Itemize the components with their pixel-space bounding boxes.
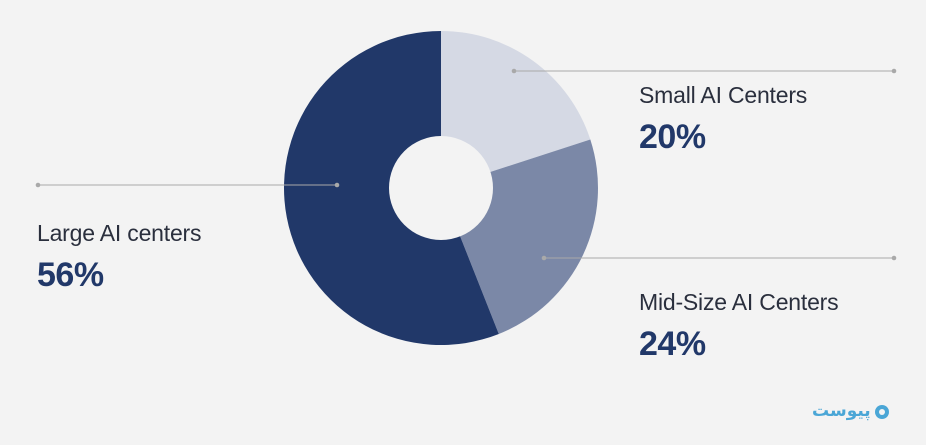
watermark-text: پیوست	[812, 401, 871, 421]
percent-mid-size-ai-centers: 24%	[639, 325, 706, 363]
watermark-logo: پیوست	[812, 403, 889, 420]
label-large-ai-centers: Large AI centers	[37, 220, 202, 246]
leader-line-small-dot-2	[891, 68, 897, 74]
label-mid-size-ai-centers: Mid-Size AI Centers	[639, 289, 839, 315]
circle-logo-icon	[874, 404, 889, 419]
percent-large-ai-centers: 56%	[37, 256, 104, 294]
label-small-ai-centers: Small AI Centers	[639, 82, 808, 108]
leader-line-small-dot-1	[511, 68, 517, 74]
leader-line-large-dot-2	[334, 182, 340, 188]
leader-line-large-dot-1	[35, 182, 41, 188]
slice-small-ai-centers	[441, 31, 591, 188]
leader-lines	[35, 68, 897, 261]
donut-hole	[389, 136, 493, 240]
leader-line-mid-dot-1	[541, 255, 547, 261]
percent-small-ai-centers: 20%	[639, 118, 706, 156]
leader-line-mid-dot-2	[891, 255, 897, 261]
